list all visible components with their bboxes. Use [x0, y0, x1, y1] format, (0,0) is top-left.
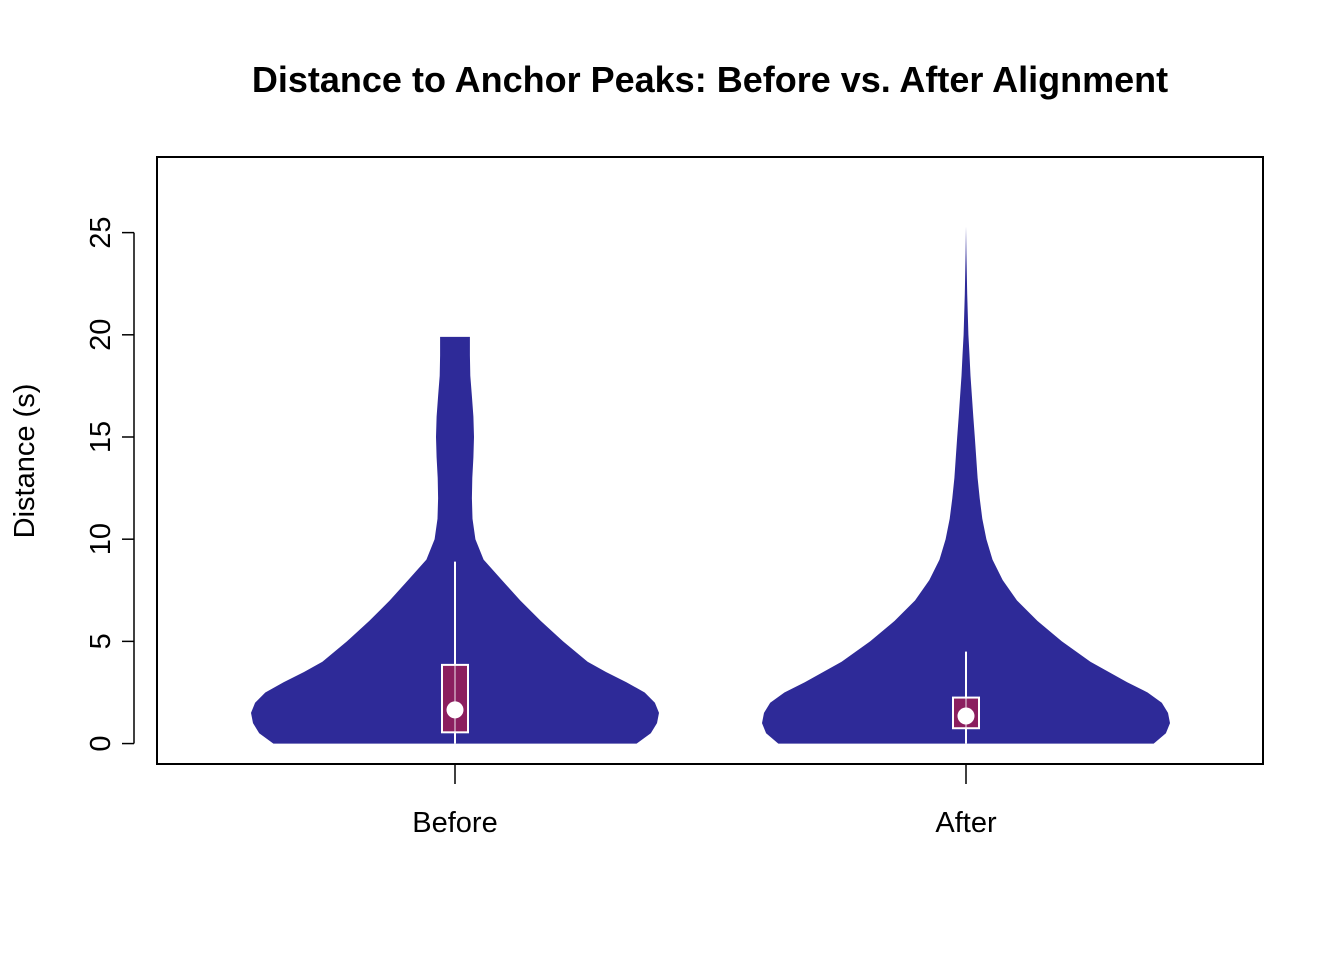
violins-layer	[251, 226, 1170, 744]
x-axis: Before After	[412, 764, 997, 839]
y-tick-label: 25	[85, 216, 117, 248]
violin-after	[762, 226, 1170, 744]
y-tick-label: 10	[85, 523, 117, 555]
y-tick-label: 20	[85, 319, 117, 351]
y-tick-label: 0	[85, 735, 117, 751]
x-tick-label: Before	[412, 807, 497, 839]
violin-before	[251, 336, 659, 744]
y-tick-label: 15	[85, 421, 117, 453]
y-tick-label: 5	[85, 633, 117, 649]
median-point-before	[446, 701, 464, 719]
chart-title: Distance to Anchor Peaks: Before vs. Aft…	[252, 59, 1168, 100]
plot-frame	[156, 156, 1264, 765]
y-axis-label: Distance (s)	[9, 384, 41, 539]
x-tick-label: After	[935, 807, 997, 839]
median-point-after	[957, 707, 975, 725]
y-axis: 0 5 10 15 20 25	[85, 216, 135, 752]
